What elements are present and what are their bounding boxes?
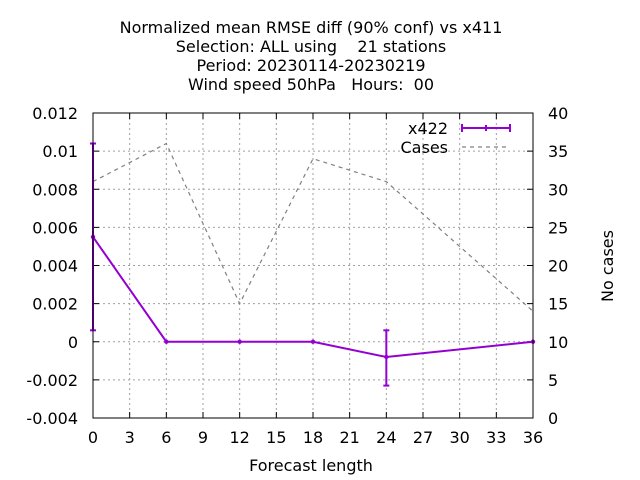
- x-tick-label: 12: [229, 428, 249, 447]
- chart-title-line-3: Period: 20230114-20230219: [196, 56, 425, 75]
- plot-frame: [92, 112, 534, 419]
- y-tick-label: 0.012: [32, 104, 78, 123]
- y-tick-label: 0: [68, 333, 78, 352]
- x-tick-label: 30: [449, 428, 469, 447]
- y-tick-label: 0.002: [32, 295, 78, 314]
- y2-tick-label: 0: [548, 409, 558, 428]
- y-tick-label: 0.01: [42, 142, 78, 161]
- y2-tick-label: 5: [548, 371, 558, 390]
- y2-tick-label: 40: [548, 104, 568, 123]
- series-line-cases: [92, 142, 534, 312]
- x-axis-label: Forecast length: [249, 456, 373, 475]
- x-tick-label: 33: [486, 428, 506, 447]
- chart-title: Normalized mean RMSE diff (90% conf) vs …: [120, 18, 503, 94]
- y-tick-label: 0.004: [32, 257, 78, 276]
- y2-tick-label: 20: [548, 257, 568, 276]
- y-axis-ticks: -0.004 -0.002 0 0.002 0.004 0.006 0.008 0.01 0.0…: [26, 104, 99, 428]
- legend-label-cases: Cases: [401, 138, 449, 157]
- y2-tick-label: 30: [548, 180, 568, 199]
- x-tick-label: 18: [303, 428, 323, 447]
- legend-label-x422: x422: [408, 119, 448, 138]
- legend: x422 Cases: [401, 119, 511, 157]
- y2-tick-label: 35: [548, 142, 568, 161]
- y-tick-label: -0.004: [26, 409, 78, 428]
- x-tick-label: 3: [125, 428, 135, 447]
- y-tick-label: 0.006: [32, 218, 78, 237]
- chart-title-line-4: Wind speed 50hPa Hours: 00: [188, 75, 434, 94]
- chart-title-line-2: Selection: ALL using 21 stations: [176, 37, 446, 56]
- x-tick-label: 27: [413, 428, 433, 447]
- data-point-x422: [310, 339, 316, 344]
- data-point-x422: [384, 354, 389, 360]
- y2-tick-label: 10: [548, 333, 568, 352]
- y2-axis-ticks: 0 5 10 15 20 25 30 35 40: [527, 104, 568, 428]
- x-tick-label: 9: [198, 428, 208, 447]
- data-point-x422: [237, 339, 242, 344]
- y-tick-label: -0.002: [26, 371, 78, 390]
- x-tick-label: 36: [523, 428, 543, 447]
- y2-tick-label: 15: [548, 295, 568, 314]
- y2-tick-label: 25: [548, 218, 568, 237]
- x-tick-label: 6: [161, 428, 171, 447]
- chart-title-line-1: Normalized mean RMSE diff (90% conf) vs …: [120, 18, 503, 37]
- grid-lines: [93, 113, 533, 418]
- x-tick-label: 15: [266, 428, 286, 447]
- x-axis-ticks: 0 3 6 9 12 15 18 21 24 27 30 33 36: [88, 113, 543, 447]
- y2-axis-label: No cases: [598, 230, 617, 302]
- data-point-x422: [164, 339, 169, 344]
- series-line-x422: [92, 236, 534, 359]
- legend-swatch-x422: [461, 124, 511, 132]
- x-tick-label: 24: [376, 428, 396, 447]
- x-tick-label: 0: [88, 428, 98, 447]
- x-tick-label: 21: [339, 428, 359, 447]
- y-tick-label: 0.008: [32, 180, 78, 199]
